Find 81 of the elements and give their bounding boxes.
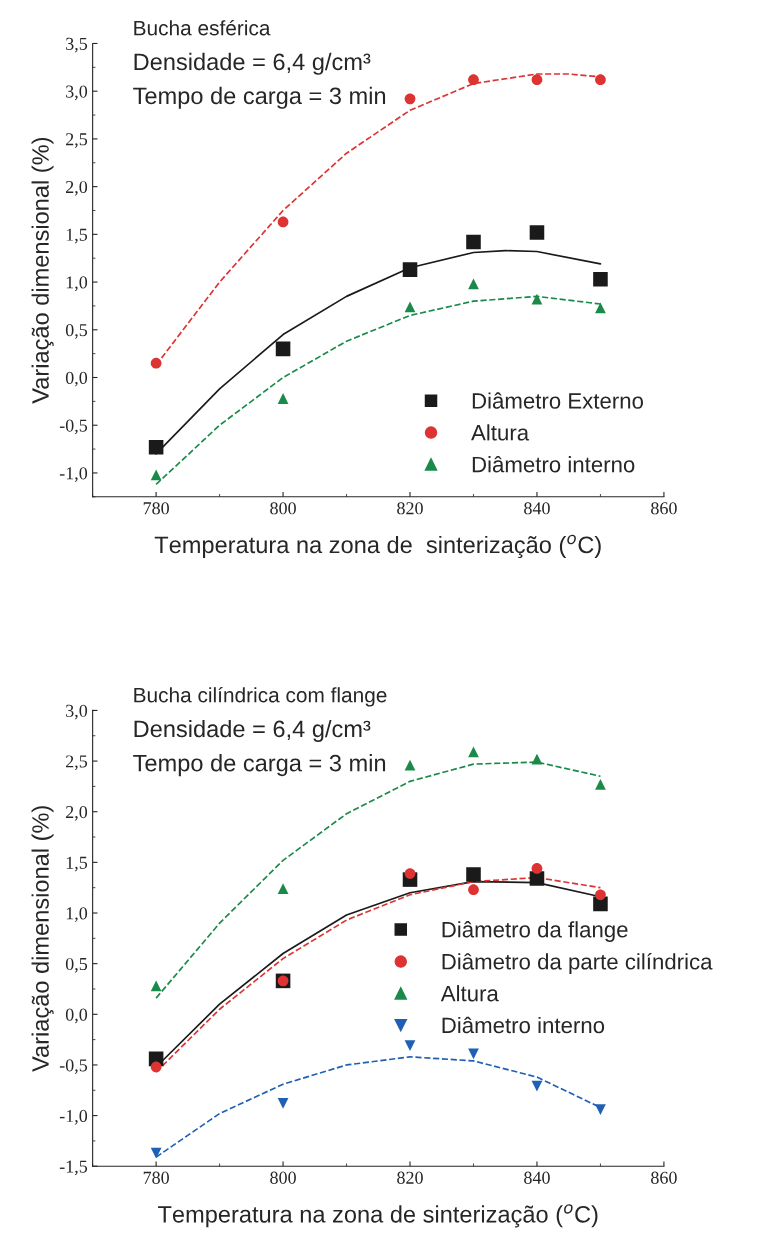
x-tick-label: 780 xyxy=(143,502,169,515)
x-tick-label: 840 xyxy=(524,1171,550,1184)
legend-label: Altura xyxy=(440,985,499,1002)
point xyxy=(531,74,543,86)
y-tick-label: 0,0 xyxy=(65,371,88,387)
point xyxy=(404,868,416,879)
x-tick-label: 780 xyxy=(143,1171,169,1184)
point xyxy=(595,74,606,86)
point xyxy=(277,393,289,404)
point xyxy=(277,1098,289,1109)
y-tick-label: 3,5 xyxy=(66,37,88,53)
legend-label: Altura xyxy=(471,424,530,441)
point xyxy=(404,301,416,313)
point xyxy=(277,216,289,228)
legend-label: Diâmetro da flange xyxy=(442,921,628,942)
x-tick-label: 800 xyxy=(270,502,296,515)
point xyxy=(150,980,162,992)
legend-label: Diâmetro interno xyxy=(472,456,635,473)
y-tick-label: -1,0 xyxy=(59,1109,88,1125)
point xyxy=(595,778,606,790)
x-tick-label: 820 xyxy=(397,502,423,515)
y-tick-label: -0,5 xyxy=(59,1059,88,1074)
point xyxy=(468,1048,479,1060)
y-tick-label: 3,0 xyxy=(66,85,88,101)
y-tick-label: 1,5 xyxy=(66,856,88,872)
point xyxy=(529,871,545,886)
text: Bucha cilíndrica com flange xyxy=(134,686,387,707)
point xyxy=(595,302,606,314)
point xyxy=(150,469,162,481)
point xyxy=(531,863,543,874)
point xyxy=(468,884,479,896)
point xyxy=(529,225,545,240)
point xyxy=(466,234,481,250)
annotation: Densidade = 6,4 g/cm³ xyxy=(134,52,371,75)
point xyxy=(595,1104,606,1115)
y-tick-label: 3,0 xyxy=(66,704,88,720)
point xyxy=(531,293,543,305)
x-tick-label: 860 xyxy=(651,502,677,515)
legend-label: Diâmetro da parte cilíndrica xyxy=(442,952,713,974)
x-tick-label: 840 xyxy=(524,502,550,515)
annotation: Tempo de carga = 3 min xyxy=(133,86,386,109)
point xyxy=(404,93,416,105)
y-tick-label: 0,5 xyxy=(65,957,88,973)
y-tick-label: 2,5 xyxy=(66,755,88,771)
text: Bucha esférica xyxy=(134,19,271,36)
y-tick-label: 1,0 xyxy=(66,276,88,292)
x-tick-label: 820 xyxy=(397,1171,423,1184)
point xyxy=(277,883,289,895)
point xyxy=(593,271,608,287)
point xyxy=(150,1147,162,1159)
y-tick-label: 2,5 xyxy=(66,133,88,148)
y-tick-label: 0,0 xyxy=(65,1008,88,1024)
point xyxy=(468,74,479,86)
point xyxy=(466,867,481,882)
point xyxy=(150,1061,162,1073)
point xyxy=(150,357,162,369)
x-tick-label: 860 xyxy=(651,1171,677,1184)
y-tick-label: -1,0 xyxy=(59,467,88,482)
legend-label: Diâmetro Externo xyxy=(472,392,643,409)
y-tick-label: 1,5 xyxy=(66,228,88,244)
point xyxy=(148,439,164,455)
y-tick-label: -0,5 xyxy=(59,419,88,435)
x-tick-label: 800 xyxy=(270,1171,296,1184)
y-tick-label: 2,0 xyxy=(66,180,88,196)
point xyxy=(402,262,418,277)
y-tick-label: -1,5 xyxy=(59,1160,88,1176)
annotation: Tempo de carga = 3 min xyxy=(133,754,386,777)
y-tick-label: 0,5 xyxy=(65,324,88,339)
point xyxy=(404,759,416,771)
legend-label: Diâmetro interno xyxy=(442,1016,605,1034)
x-axis-title: Temperatura na zona de sinterização ($^{o}$C) xyxy=(154,534,601,558)
point xyxy=(595,889,606,901)
point xyxy=(275,341,291,357)
y-tick-label: 1,0 xyxy=(66,907,88,923)
point xyxy=(404,1040,416,1052)
y-axis-title: Variação dimensional (%) xyxy=(31,806,54,1072)
annotation: Densidade = 6,4 g/cm³ xyxy=(134,719,371,742)
point xyxy=(531,1080,543,1092)
y-tick-label: 2,0 xyxy=(66,805,88,821)
y-axis-title: Variação dimensional (%) xyxy=(31,137,54,404)
x-axis-title: Temperatura na zona de sinterização ($^{o}$C) xyxy=(158,1204,598,1228)
